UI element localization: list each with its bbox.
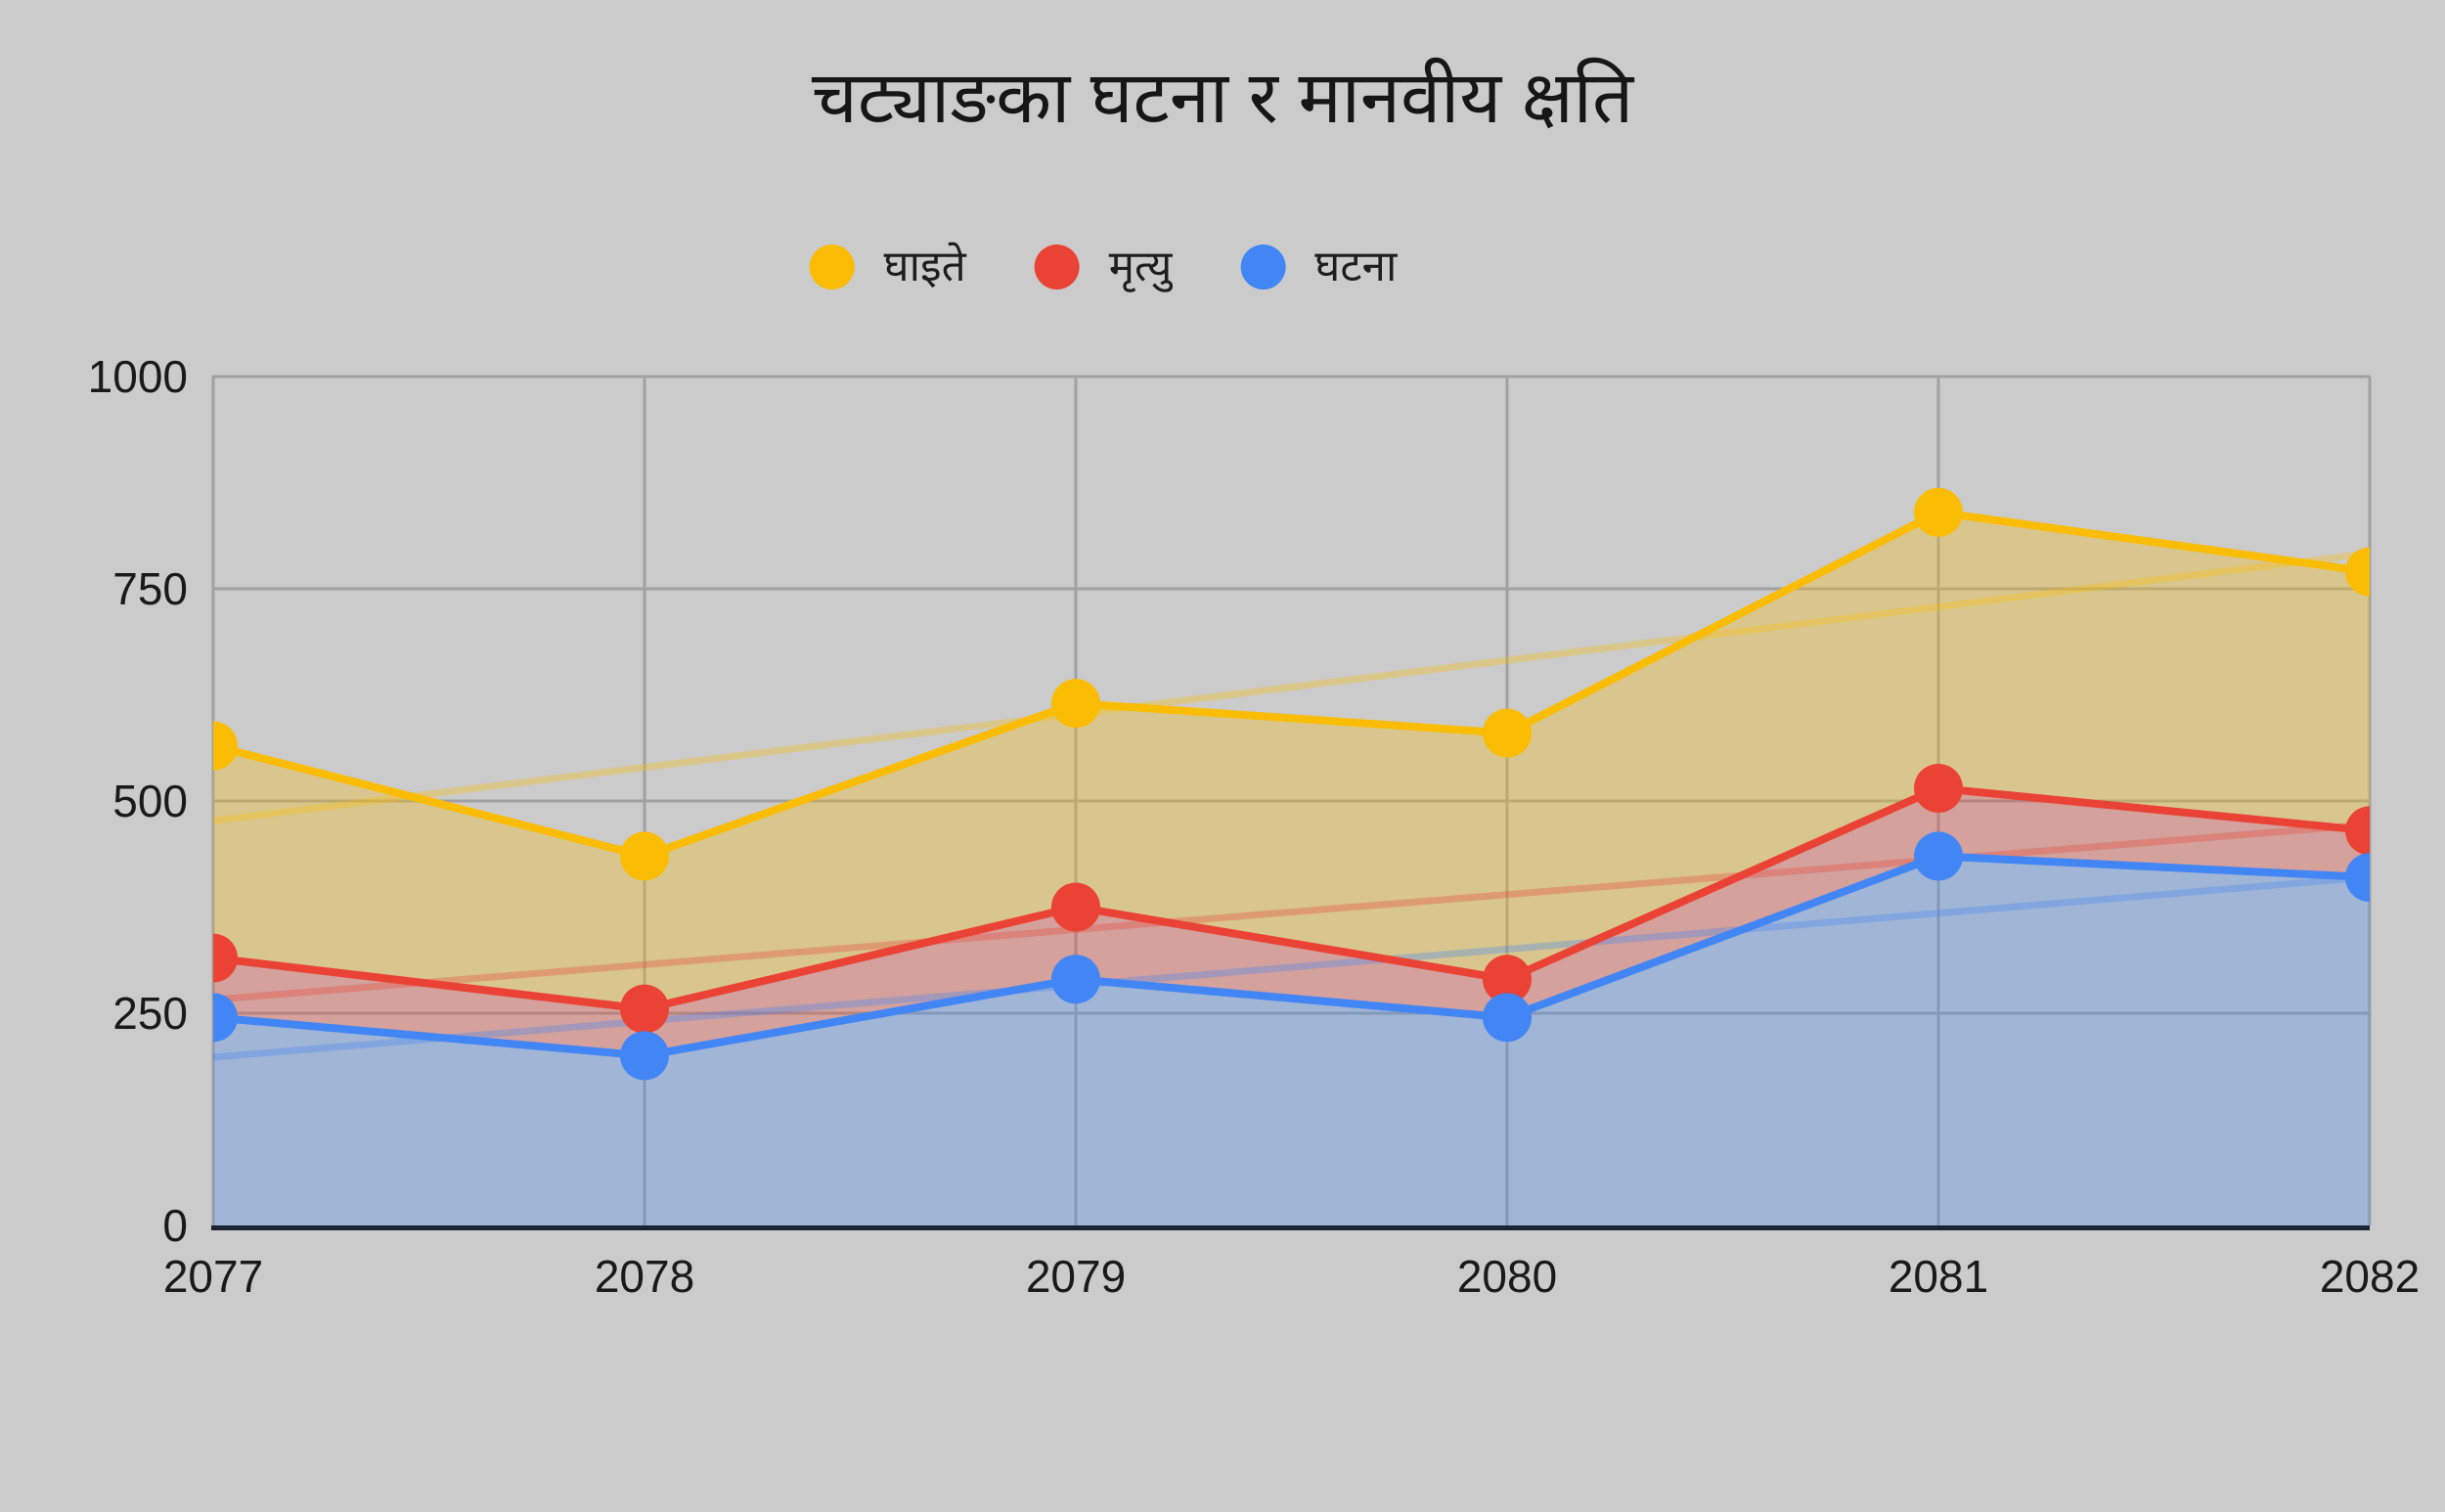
y-tick-label-1000: 1000	[88, 351, 188, 402]
data-point-घटना-2080[interactable]	[1483, 993, 1532, 1043]
x-tick-label-2078: 2078	[595, 1251, 694, 1302]
data-point-घटना-2081[interactable]	[1914, 831, 1963, 881]
legend-swatch-red-icon	[1034, 245, 1080, 289]
data-point-घाइते-2077[interactable]	[189, 721, 238, 771]
y-tick-label-0: 0	[162, 1200, 188, 1251]
legend-swatch-blue-icon	[1240, 245, 1286, 289]
x-tick-label-2082: 2082	[2320, 1251, 2420, 1302]
series-line-मृत्यु	[213, 783, 2370, 1013]
series-line-घटना	[213, 852, 2370, 1060]
legend-label-injured: घाइते	[883, 243, 966, 290]
legend-item-injured[interactable]: घाइते	[809, 243, 966, 290]
legend-swatch-yellow-icon	[809, 245, 855, 289]
legend-item-deaths[interactable]: मृत्यु	[1034, 243, 1173, 290]
data-point-घाइते-2081[interactable]	[1914, 487, 1963, 537]
data-point-मृत्यु-2082[interactable]	[2345, 806, 2394, 856]
x-tick-label-2081: 2081	[1889, 1251, 1988, 1302]
y-tick-label-500: 500	[112, 776, 188, 826]
legend-item-incidents[interactable]: घटना	[1240, 245, 1397, 289]
x-tick-label-2077: 2077	[163, 1251, 263, 1302]
data-point-घाइते-2080[interactable]	[1483, 708, 1532, 758]
legend-label-incidents: घटना	[1314, 243, 1398, 290]
series-line-घाइते	[213, 508, 2370, 861]
legend: घाइते मृत्यु घटना	[809, 243, 1397, 290]
data-point-घटना-2077[interactable]	[189, 993, 238, 1043]
data-point-घटना-2082[interactable]	[2345, 853, 2394, 903]
area-fill-घाइते	[213, 511, 2370, 1009]
area-fill-मृत्यु	[213, 787, 2370, 1056]
data-point-मृत्यु-2079[interactable]	[1051, 882, 1100, 932]
data-point-मृत्यु-2078[interactable]	[620, 984, 669, 1034]
data-point-मृत्यु-2080[interactable]	[1483, 955, 1532, 1004]
data-point-घाइते-2082[interactable]	[2345, 547, 2394, 597]
chart-title: चट्याङका घटना र मानवीय क्षति	[811, 57, 1634, 138]
area-fill-घटना	[213, 856, 2370, 1225]
trendline-घाइते	[213, 550, 2370, 824]
series-layer	[189, 487, 2394, 1225]
y-tick-label-750: 750	[112, 563, 188, 614]
x-tick-label-2079: 2079	[1026, 1251, 1126, 1302]
legend-label-deaths: मृत्यु	[1108, 243, 1173, 290]
data-point-घाइते-2078[interactable]	[620, 831, 669, 881]
x-tick-label-2080: 2080	[1457, 1251, 1557, 1302]
data-point-मृत्यु-2081[interactable]	[1914, 763, 1963, 813]
data-point-घाइते-2079[interactable]	[1051, 679, 1100, 729]
data-point-मृत्यु-2077[interactable]	[189, 933, 238, 983]
trendline-मृत्यु	[213, 821, 2370, 1003]
data-point-घटना-2079[interactable]	[1051, 955, 1100, 1004]
y-tick-label-250: 250	[112, 988, 188, 1039]
trendline-घटना	[213, 873, 2370, 1061]
data-point-घटना-2078[interactable]	[620, 1031, 669, 1081]
